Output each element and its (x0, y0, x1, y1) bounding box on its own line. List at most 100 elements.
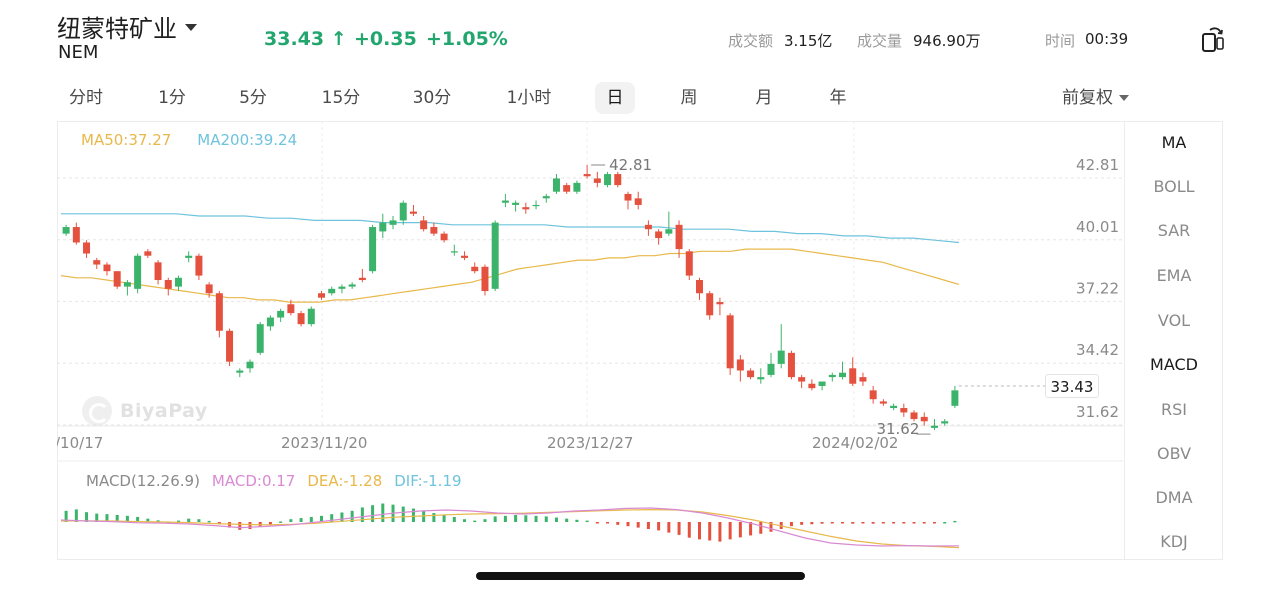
indicator-list: MA BOLL SAR EMA VOL MACD RSI OBV DMA KDJ (1124, 121, 1223, 560)
adjust-mode-dropdown[interactable]: 前复权 (1062, 82, 1129, 114)
candle-body (736, 359, 744, 371)
tab-period-15min[interactable]: 15分 (321, 88, 361, 108)
tab-period-intraday[interactable]: 分时 (69, 88, 103, 108)
candle-body (123, 282, 131, 287)
candlestick-chart[interactable]: 42.81 40.01 37.22 34.42 31.62/10/17 2023/11/2… (57, 121, 1124, 560)
indicator-dma[interactable]: DMA (1155, 488, 1193, 507)
macd-legend: MACD(12.26.9) MACD:0.17 DEA:-1.28 DIF:-1… (86, 472, 462, 490)
y-tick-label: 42.81 (1076, 156, 1119, 174)
macd-bar (769, 522, 773, 532)
candle-body (910, 412, 918, 420)
candle-body (389, 220, 397, 225)
candle-body (399, 202, 407, 221)
candle-body (706, 293, 714, 316)
candle-body (614, 174, 622, 186)
candle-body (379, 222, 387, 232)
stock-name: 纽蒙特矿业 (57, 15, 177, 43)
macd-bar (74, 509, 78, 522)
stock-name-selector[interactable]: 纽蒙特矿业 (57, 9, 197, 44)
indicator-rsi[interactable]: RSI (1161, 400, 1187, 419)
candle-body (512, 202, 520, 205)
macd-bar (759, 522, 763, 534)
candle-body (563, 185, 571, 192)
tab-period-30min[interactable]: 30分 (412, 88, 452, 108)
tab-period-week[interactable]: 周 (680, 88, 698, 108)
macd-bar (217, 522, 221, 525)
indicator-vol[interactable]: VOL (1157, 311, 1191, 330)
watermark-text: BiyaPay (120, 400, 208, 422)
candle-body (593, 178, 601, 183)
candle-body (134, 255, 142, 289)
candle-body (839, 372, 847, 378)
macd-bar (85, 512, 89, 522)
tab-period-5min[interactable]: 5分 (239, 88, 267, 108)
macd-bar (360, 507, 364, 522)
indicator-ema[interactable]: EMA (1156, 266, 1192, 285)
candle-body (164, 280, 172, 289)
candle-body (522, 207, 530, 210)
macd-bar (248, 522, 252, 529)
indicator-sar[interactable]: SAR (1157, 221, 1191, 240)
macd-bar (146, 518, 150, 522)
ma50-line (60, 248, 960, 303)
macd-bar (616, 522, 620, 525)
x-tick-label: 2024/02/02 (812, 434, 898, 452)
macd-bar (687, 522, 691, 538)
tab-period-1min[interactable]: 1分 (158, 88, 186, 108)
indicator-ma[interactable]: MA (1161, 133, 1187, 152)
candle-body (777, 350, 785, 364)
axis-labels: 42.81 40.01 37.22 34.42 31.62/10/17 2023/11/2… (57, 156, 1119, 452)
price-change-percent: +1.05% (426, 28, 508, 50)
y-tick-label: 34.42 (1076, 341, 1119, 359)
macd-bar (125, 515, 129, 522)
macd-bar (565, 518, 569, 522)
candle-body (675, 224, 683, 250)
candle-body (246, 361, 254, 369)
turnover-label: 成交额 (728, 32, 774, 50)
dropdown-caret-icon (185, 24, 197, 31)
macd-bar (64, 510, 68, 522)
indicator-macd[interactable]: MACD (1150, 355, 1198, 374)
candle-body (440, 233, 448, 241)
rotate-screen-icon[interactable] (1201, 25, 1225, 53)
tab-period-day[interactable]: 日 (595, 82, 635, 114)
macd-bar (534, 515, 538, 522)
candle-body (634, 198, 642, 205)
tab-period-year[interactable]: 年 (829, 88, 847, 108)
candle-body (716, 302, 724, 305)
indicator-boll[interactable]: BOLL (1153, 177, 1195, 196)
turnover-value: 3.15亿 (784, 32, 833, 50)
candle-body (859, 377, 867, 382)
macd-bar (381, 503, 385, 522)
candle-body (420, 220, 428, 230)
macd-bar (881, 522, 885, 524)
macd-bar (105, 514, 109, 522)
macd-bar (371, 505, 375, 522)
macd-bar (738, 522, 742, 538)
macd-bar (677, 522, 681, 535)
candle-body (215, 293, 223, 331)
y-tick-label: 40.01 (1076, 218, 1119, 236)
macd-bar (953, 520, 957, 523)
candle-body (348, 284, 356, 287)
candle-body (532, 204, 540, 207)
macd-bar (708, 522, 712, 541)
candle-body (747, 370, 755, 378)
macd-bar (289, 519, 293, 522)
indicator-kdj[interactable]: KDJ (1160, 532, 1188, 551)
high-marker-label: 42.81 (609, 156, 652, 174)
macd-bar (892, 522, 896, 524)
macd-bar (95, 513, 99, 522)
candle-body (185, 255, 193, 258)
macd-bar (626, 522, 630, 527)
candle-body (72, 227, 80, 243)
x-tick-label: 2023/12/27 (547, 434, 633, 452)
macd-bar (320, 515, 324, 522)
macd-bar (197, 519, 201, 522)
tab-period-1hour[interactable]: 1小时 (506, 88, 552, 108)
current-price-tag: 33.43 (1045, 374, 1099, 398)
candle-body (757, 377, 765, 380)
tab-period-month[interactable]: 月 (755, 88, 773, 108)
indicator-obv[interactable]: OBV (1156, 444, 1192, 463)
macd-bar (585, 520, 589, 523)
